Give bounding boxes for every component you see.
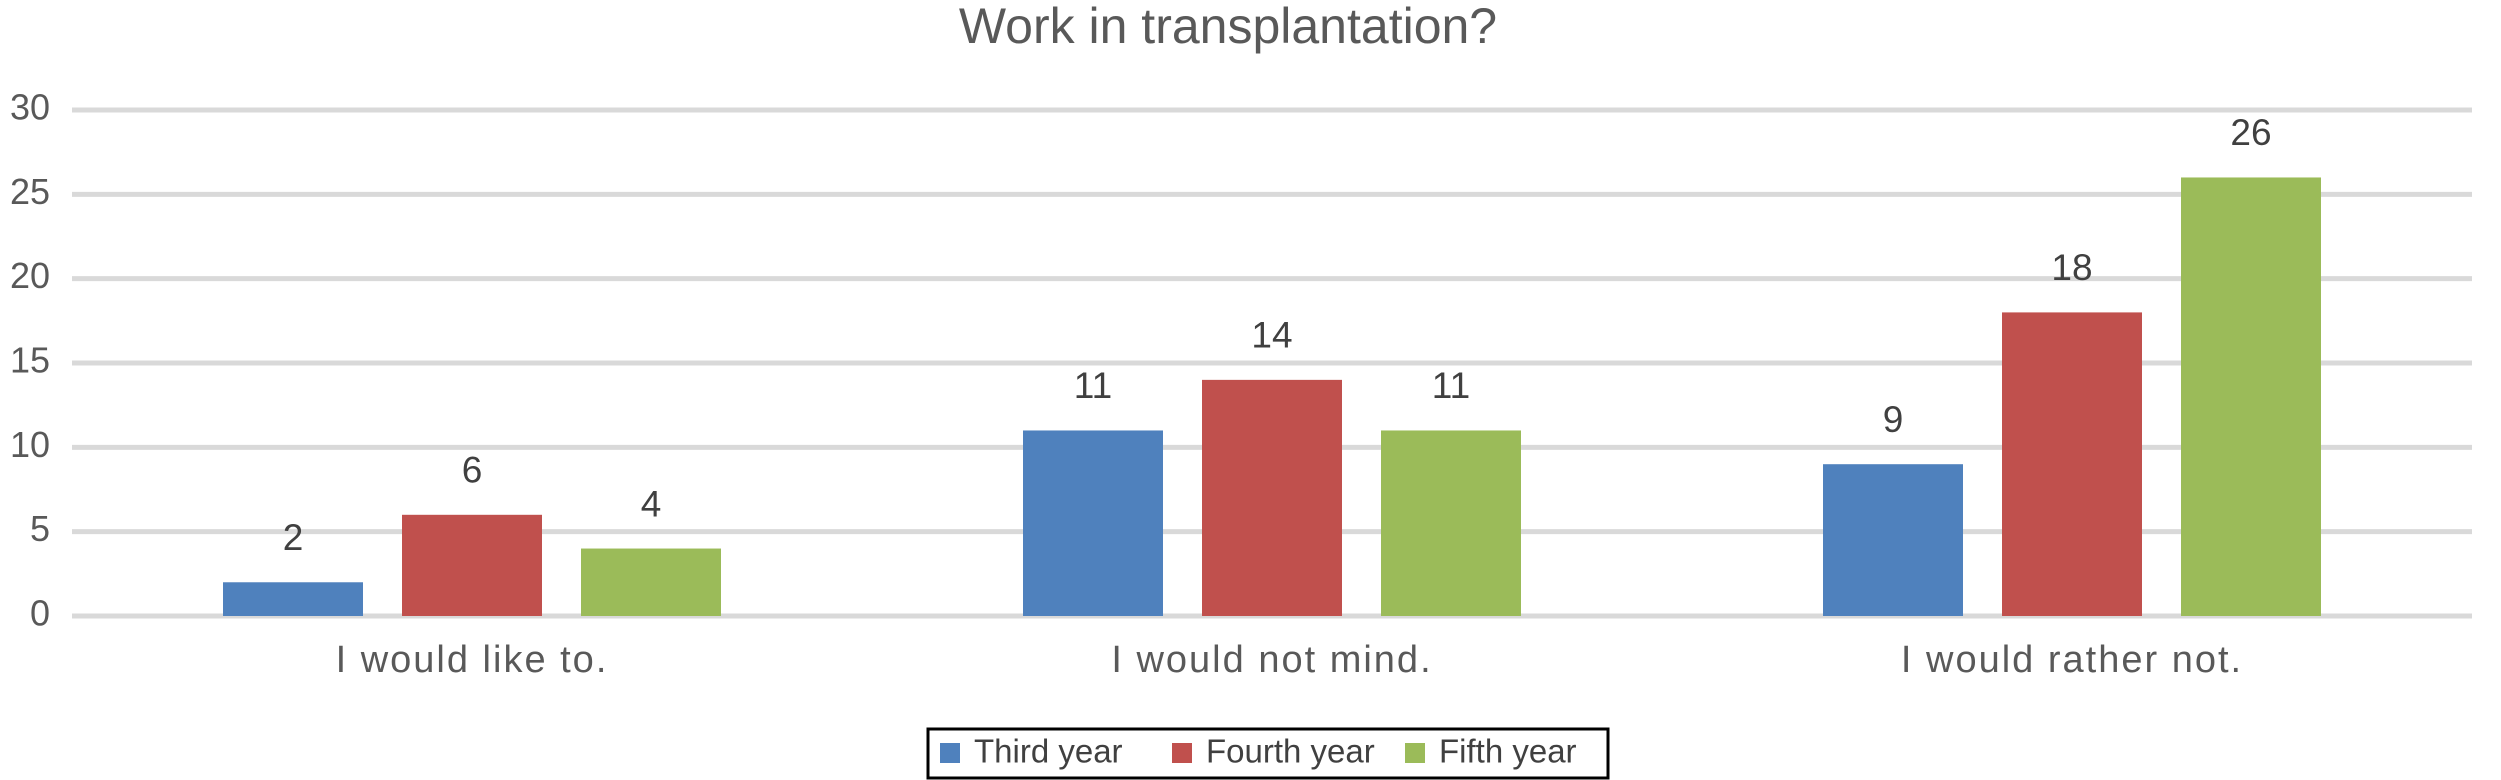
bar: [581, 548, 721, 616]
bar: [2181, 177, 2321, 616]
legend-label: Third year: [974, 733, 1123, 770]
chart-title: Work in transplantation?: [959, 0, 1497, 54]
data-label: 11: [1432, 365, 1470, 406]
data-label: 6: [462, 450, 483, 491]
y-tick-label: 10: [10, 424, 50, 465]
bar: [1823, 464, 1963, 616]
x-tick-label: I would rather not.: [1901, 639, 2243, 681]
y-tick-label: 20: [10, 255, 50, 296]
bar: [402, 514, 542, 616]
y-tick-label: 5: [30, 508, 50, 549]
y-tick-label: 0: [30, 593, 50, 634]
bar: [223, 582, 363, 616]
legend-swatch: [940, 743, 960, 763]
data-label: 9: [1883, 399, 1904, 440]
bar: [1202, 379, 1342, 616]
data-label: 2: [283, 517, 304, 558]
legend-swatch: [1172, 743, 1192, 763]
x-tick-label: I would like to.: [336, 639, 609, 681]
legend-label: Fifth year: [1439, 733, 1577, 770]
legend-label: Fourth year: [1206, 733, 1375, 770]
data-label: 4: [641, 483, 662, 524]
y-tick-label: 30: [10, 87, 50, 128]
data-label: 14: [1251, 315, 1292, 356]
bar: [1381, 430, 1521, 616]
y-tick-label: 25: [10, 171, 50, 212]
x-tick-label: I would not mind.: [1111, 639, 1432, 681]
data-label: 18: [2051, 247, 2092, 288]
bar: [1023, 430, 1163, 616]
legend-swatch: [1405, 743, 1425, 763]
legend-box: [926, 727, 1610, 780]
data-label: 11: [1074, 365, 1112, 406]
bar: [2002, 312, 2142, 616]
y-tick-label: 15: [10, 340, 50, 381]
data-label: 26: [2230, 112, 2271, 153]
